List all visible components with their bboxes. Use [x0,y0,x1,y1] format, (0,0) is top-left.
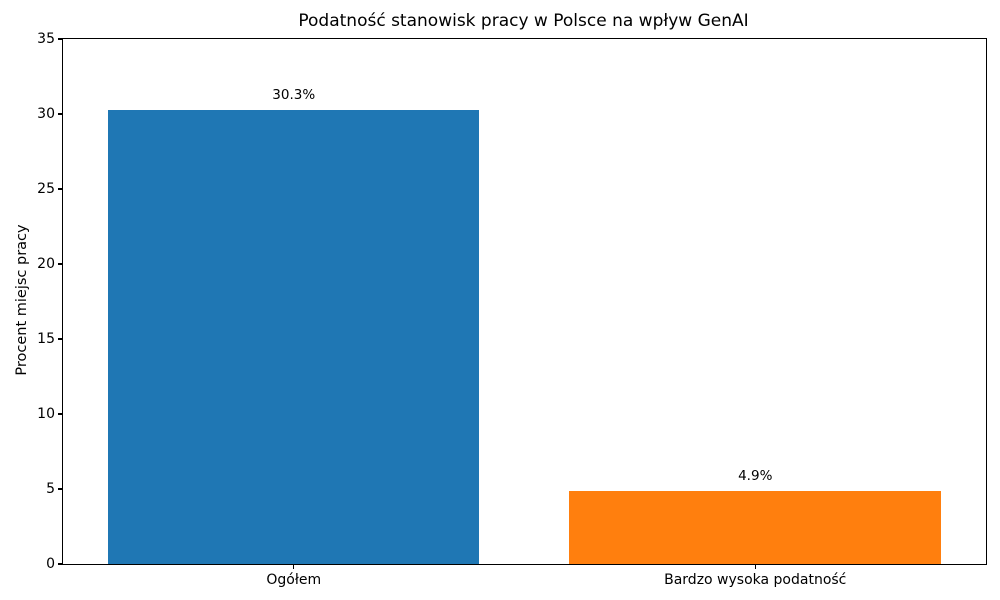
y-tick-mark [58,113,62,115]
y-tick-label: 15 [37,331,55,347]
y-tick-label: 5 [46,481,55,497]
bar [569,490,941,564]
bar [107,109,480,564]
y-tick-mark [58,263,62,265]
bar-value-label: 4.9% [738,467,773,484]
y-tick-mark [58,488,62,490]
y-tick-mark [58,563,62,565]
x-tick-mark [754,565,756,569]
y-tick-label: 35 [37,31,55,47]
x-tick-mark [293,565,295,569]
y-tick-label: 10 [37,406,55,422]
y-tick-label: 0 [46,556,55,572]
y-axis-label: Procent miejsc pracy [14,224,30,376]
y-tick-mark [58,338,62,340]
x-tick-label: Ogółem [266,572,322,588]
y-tick-label: 20 [37,256,55,272]
chart-title: Podatność stanowisk pracy w Polsce na wp… [298,11,749,31]
y-tick-mark [58,413,62,415]
y-tick-mark [58,188,62,190]
plot-area: 0 5 10 15 20 25 30 35 30.3% Ogółem 4.9% Bardzo wyso… [37,31,987,588]
y-tick-label: 25 [37,181,55,197]
bar-value-label: 30.3% [272,86,316,103]
x-tick-label: Bardzo wysoka podatność [664,572,847,588]
y-tick-label: 30 [37,106,55,122]
y-tick-mark [58,38,62,40]
